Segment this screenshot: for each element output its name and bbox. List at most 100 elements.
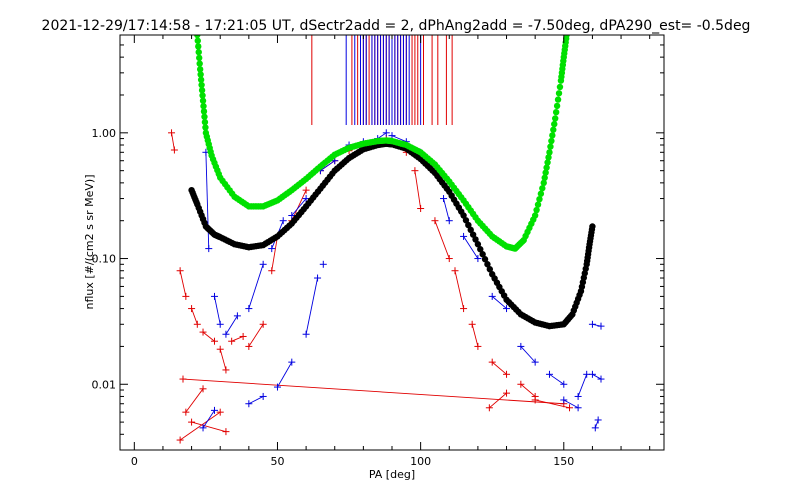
blue-segment bbox=[520, 346, 536, 363]
red-data-point bbox=[188, 305, 196, 313]
black-fit-dot bbox=[484, 261, 491, 268]
green-fit-dot bbox=[548, 137, 555, 145]
blue-data-point bbox=[245, 400, 253, 408]
green-fit-dot bbox=[200, 108, 208, 115]
black-fit-dot bbox=[472, 236, 479, 243]
green-fit-dot bbox=[536, 195, 543, 203]
chart-title: 2021-12-29/17:14:58 - 17:21:05 UT, dSect… bbox=[42, 18, 751, 34]
black-fit-dot bbox=[460, 212, 467, 219]
blue-data-point bbox=[503, 305, 511, 313]
red-data-point bbox=[485, 404, 493, 412]
green-fit-dot bbox=[543, 164, 550, 171]
green-fit-dot bbox=[547, 143, 554, 150]
black-fit-dot bbox=[477, 246, 484, 253]
red-segment bbox=[271, 236, 278, 271]
blue-segment bbox=[248, 264, 264, 309]
blue-data-point bbox=[588, 320, 596, 328]
red-data-point bbox=[268, 267, 276, 275]
green-fit-dot bbox=[554, 96, 562, 103]
y-axis-label: nflux [#/(cm2 s sr MeV)] bbox=[83, 175, 96, 310]
x-tick-label: 0 bbox=[131, 455, 138, 468]
red-data-point bbox=[179, 375, 187, 383]
blue-data-point bbox=[488, 292, 496, 300]
green-fit-dot bbox=[201, 118, 209, 126]
green-fit-dot bbox=[199, 97, 207, 104]
blue-data-point bbox=[591, 424, 599, 432]
blue-data-point bbox=[273, 383, 281, 391]
green-fit-dot bbox=[202, 124, 209, 131]
green-fit-dot bbox=[544, 159, 551, 166]
red-data-point bbox=[222, 366, 230, 374]
red-segment bbox=[471, 324, 479, 347]
blue-data-point bbox=[460, 232, 468, 240]
blue-segment bbox=[248, 396, 264, 405]
black-fit-dot bbox=[486, 266, 494, 273]
black-fit-dot bbox=[467, 226, 474, 234]
green-fit-dot bbox=[537, 190, 545, 197]
blue-data-point bbox=[302, 330, 310, 338]
blue-data-point bbox=[531, 358, 539, 366]
red-data-point bbox=[222, 428, 230, 436]
green-fit-dot bbox=[553, 102, 561, 110]
red-data-point bbox=[176, 267, 184, 275]
green-fit-dot bbox=[546, 149, 553, 156]
red-segment bbox=[179, 411, 221, 441]
blue-segment bbox=[563, 399, 579, 409]
blue-data-point bbox=[279, 217, 287, 225]
blue-data-point bbox=[288, 358, 296, 366]
blue-segment bbox=[214, 296, 221, 325]
blue-data-point bbox=[259, 392, 267, 400]
red-segment bbox=[202, 331, 215, 342]
blue-data-point bbox=[560, 396, 568, 404]
blue-data-point bbox=[574, 404, 582, 412]
blue-data-point bbox=[517, 342, 525, 350]
blue-data-point bbox=[205, 245, 213, 253]
black-fit-dot bbox=[481, 256, 489, 263]
y-tick-label: 0.10 bbox=[92, 253, 117, 266]
red-data-point bbox=[245, 342, 253, 350]
blue-segment bbox=[391, 135, 407, 143]
red-data-point bbox=[531, 396, 539, 404]
green-fit-dot bbox=[196, 54, 203, 62]
red-data-point bbox=[170, 146, 178, 154]
blue-data-point bbox=[288, 211, 296, 219]
blue-data-point bbox=[597, 322, 605, 330]
green-fit-dot bbox=[552, 108, 560, 116]
blue-segment bbox=[225, 315, 238, 335]
red-segment bbox=[414, 170, 422, 209]
red-data-point bbox=[228, 337, 236, 345]
red-segment bbox=[434, 220, 450, 259]
red-data-point bbox=[182, 408, 190, 416]
blue-segment bbox=[305, 277, 318, 335]
blue-data-point bbox=[319, 260, 327, 268]
blue-segment bbox=[202, 410, 215, 429]
red-data-point bbox=[411, 167, 419, 175]
green-fit-dot bbox=[541, 174, 548, 181]
blue-data-point bbox=[594, 416, 602, 424]
green-fit-dot bbox=[531, 212, 539, 219]
red-data-point bbox=[182, 292, 190, 300]
blue-data-point bbox=[560, 380, 568, 388]
red-data-point bbox=[566, 404, 574, 412]
red-data-point bbox=[417, 205, 425, 213]
blue-data-point bbox=[314, 274, 322, 282]
blue-data-point bbox=[440, 195, 448, 203]
blue-data-point bbox=[597, 375, 605, 383]
blue-data-point bbox=[222, 330, 230, 338]
green-fit-dot bbox=[552, 115, 559, 122]
blue-segment bbox=[291, 198, 307, 216]
red-segment bbox=[182, 378, 564, 405]
green-fit-dot bbox=[540, 179, 547, 187]
red-data-point bbox=[259, 320, 267, 328]
green-fit-dot bbox=[549, 132, 556, 139]
green-fit-dot bbox=[195, 43, 202, 50]
green-fit-dot bbox=[555, 90, 563, 97]
blue-data-point bbox=[382, 129, 390, 137]
blue-data-point bbox=[216, 320, 224, 328]
red-data-point bbox=[445, 255, 453, 263]
red-data-point bbox=[503, 389, 511, 397]
red-data-point bbox=[239, 332, 247, 340]
blue-data-point bbox=[245, 305, 253, 313]
red-data-point bbox=[431, 217, 439, 225]
red-segment bbox=[520, 383, 536, 397]
